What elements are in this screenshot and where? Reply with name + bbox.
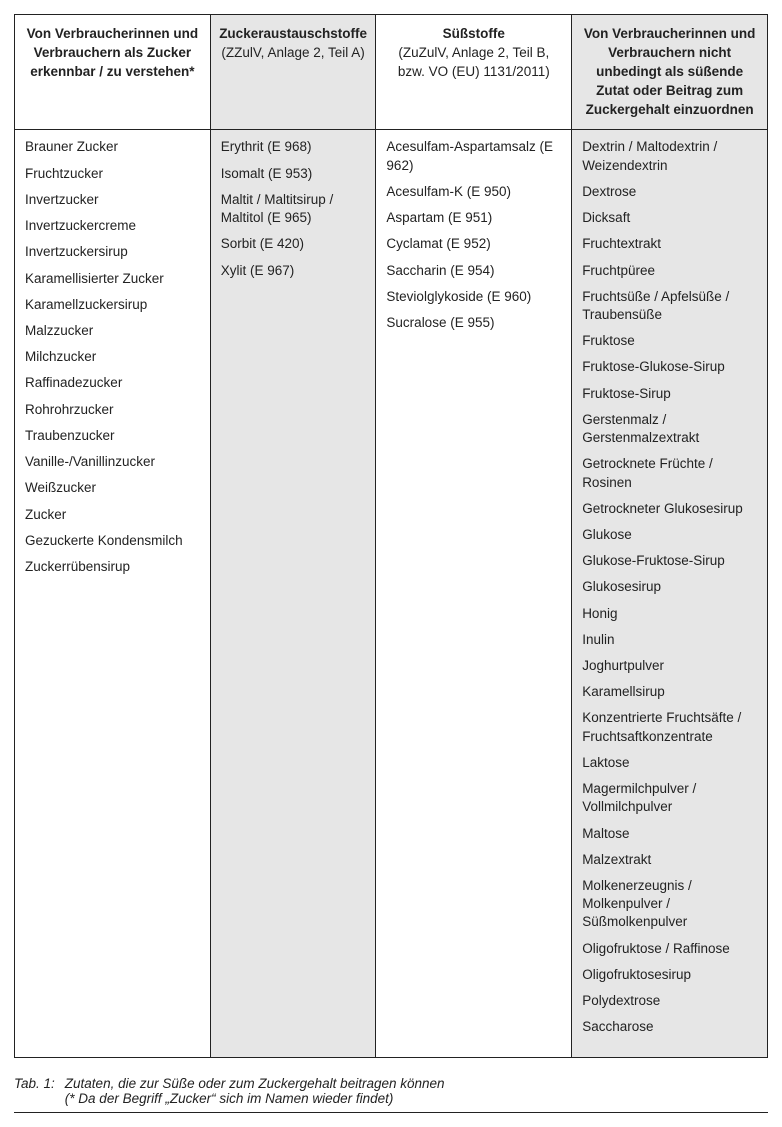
table-body-row: Brauner Zucker Fruchtzucker Invertzucker In… — [15, 130, 768, 1057]
list-item: Zuckerrübensirup — [25, 558, 200, 576]
col-header-3: Von Verbraucherinnen und Verbrauchern ni… — [572, 15, 768, 130]
list-item: Fruchtzucker — [25, 165, 200, 183]
cell-col3: Dextrin / Maltodextrin / Weizendextrin De… — [572, 130, 768, 1057]
list-item: Fruktose-Sirup — [582, 385, 757, 403]
col-header-1-title: Zuckeraustauschstoffe — [219, 25, 368, 44]
ingredients-table: Von Verbraucherinnen und Verbrauchern al… — [14, 14, 768, 1058]
col-header-1: Zuckeraustauschstoffe (ZZulV, Anlage 2, … — [210, 15, 376, 130]
col-header-3-title: Von Verbraucherinnen und Verbrauchern ni… — [580, 25, 759, 119]
list-item: Getrocknete Früchte / Rosinen — [582, 455, 757, 491]
list-item: Malzzucker — [25, 322, 200, 340]
table-caption: Tab. 1: Zutaten, die zur Süße oder zum Z… — [14, 1076, 768, 1113]
list-item: Xylit (E 967) — [221, 262, 366, 280]
list-item: Laktose — [582, 754, 757, 772]
table-header-row: Von Verbraucherinnen und Verbrauchern al… — [15, 15, 768, 130]
list-item: Rohrohrzucker — [25, 401, 200, 419]
list-item: Aspartam (E 951) — [386, 209, 561, 227]
list-item: Getrockneter Glukosesirup — [582, 500, 757, 518]
list-item: Dextrin / Maltodextrin / Weizendextrin — [582, 138, 757, 174]
list-item: Maltit / Maltitsirup / Maltitol (E 965) — [221, 191, 366, 227]
list-item: Fruchtpüree — [582, 262, 757, 280]
list-col3: Dextrin / Maltodextrin / Weizendextrin De… — [582, 138, 757, 1036]
list-item: Karamellisierter Zucker — [25, 270, 200, 288]
list-item: Sorbit (E 420) — [221, 235, 366, 253]
list-item: Saccharose — [582, 1018, 757, 1036]
list-item: Fruchtsüße / Apfelsüße / Traubensüße — [582, 288, 757, 324]
list-item: Acesulfam-Aspartamsalz (E 962) — [386, 138, 561, 174]
list-item: Cyclamat (E 952) — [386, 235, 561, 253]
list-item: Invertzuckersirup — [25, 243, 200, 261]
list-item: Malzextrakt — [582, 851, 757, 869]
list-item: Inulin — [582, 631, 757, 649]
list-item: Magermilchpulver / Vollmilchpulver — [582, 780, 757, 816]
col-header-2-title: Süßstoffe — [384, 25, 563, 44]
list-item: Fruktose-Glukose-Sirup — [582, 358, 757, 376]
list-item: Dextrose — [582, 183, 757, 201]
col-header-0: Von Verbraucherinnen und Verbrauchern al… — [15, 15, 211, 130]
list-item: Polydextrose — [582, 992, 757, 1010]
list-item: Sucralose (E 955) — [386, 314, 561, 332]
list-item: Milchzucker — [25, 348, 200, 366]
list-item: Vanille-/Vanillinzucker — [25, 453, 200, 471]
list-item: Molkenerzeugnis / Molkenpulver / Süßmolk… — [582, 877, 757, 932]
list-item: Steviolglykoside (E 960) — [386, 288, 561, 306]
list-item: Glukose — [582, 526, 757, 544]
list-item: Karamellzuckersirup — [25, 296, 200, 314]
list-col1: Erythrit (E 968) Isomalt (E 953) Maltit / … — [221, 138, 366, 279]
list-item: Saccharin (E 954) — [386, 262, 561, 280]
caption-body: Zutaten, die zur Süße oder zum Zuckergeh… — [65, 1076, 445, 1106]
cell-col0: Brauner Zucker Fruchtzucker Invertzucker In… — [15, 130, 211, 1057]
list-item: Invertzucker — [25, 191, 200, 209]
list-item: Konzentrierte Fruchtsäfte / Fruchtsaftko… — [582, 709, 757, 745]
list-item: Gerstenmalz / Gerstenmalzextrakt — [582, 411, 757, 447]
list-item: Erythrit (E 968) — [221, 138, 366, 156]
cell-col2: Acesulfam-Aspartamsalz (E 962) Acesulfam-… — [376, 130, 572, 1057]
list-item: Dicksaft — [582, 209, 757, 227]
list-col2: Acesulfam-Aspartamsalz (E 962) Acesulfam-… — [386, 138, 561, 332]
list-item: Karamellsirup — [582, 683, 757, 701]
list-item: Oligofruktose / Raffinose — [582, 940, 757, 958]
list-col0: Brauner Zucker Fruchtzucker Invertzucker In… — [25, 138, 200, 576]
list-item: Traubenzucker — [25, 427, 200, 445]
caption-title: Zutaten, die zur Süße oder zum Zuckergeh… — [65, 1076, 445, 1091]
list-item: Zucker — [25, 506, 200, 524]
list-item: Gezuckerte Kondensmilch — [25, 532, 200, 550]
list-item: Weißzucker — [25, 479, 200, 497]
col-header-0-title: Von Verbraucherinnen und Verbrauchern al… — [23, 25, 202, 82]
list-item: Brauner Zucker — [25, 138, 200, 156]
list-item: Fruchtextrakt — [582, 235, 757, 253]
caption-label: Tab. 1: — [14, 1076, 55, 1106]
caption-note: (* Da der Begriff „Zucker“ sich im Namen… — [65, 1091, 445, 1106]
list-item: Glukose-Fruktose-Sirup — [582, 552, 757, 570]
col-header-1-sub: (ZZulV, Anlage 2, Teil A) — [219, 44, 368, 63]
list-item: Invertzuckercreme — [25, 217, 200, 235]
list-item: Raffinadezucker — [25, 374, 200, 392]
list-item: Fruktose — [582, 332, 757, 350]
list-item: Honig — [582, 605, 757, 623]
list-item: Joghurtpulver — [582, 657, 757, 675]
list-item: Oligofruktosesirup — [582, 966, 757, 984]
list-item: Glukosesirup — [582, 578, 757, 596]
list-item: Maltose — [582, 825, 757, 843]
list-item: Isomalt (E 953) — [221, 165, 366, 183]
col-header-2: Süßstoffe (ZuZulV, Anlage 2, Teil B, bzw… — [376, 15, 572, 130]
col-header-2-sub: (ZuZulV, Anlage 2, Teil B, bzw. VO (EU) … — [384, 44, 563, 82]
cell-col1: Erythrit (E 968) Isomalt (E 953) Maltit / … — [210, 130, 376, 1057]
list-item: Acesulfam-K (E 950) — [386, 183, 561, 201]
